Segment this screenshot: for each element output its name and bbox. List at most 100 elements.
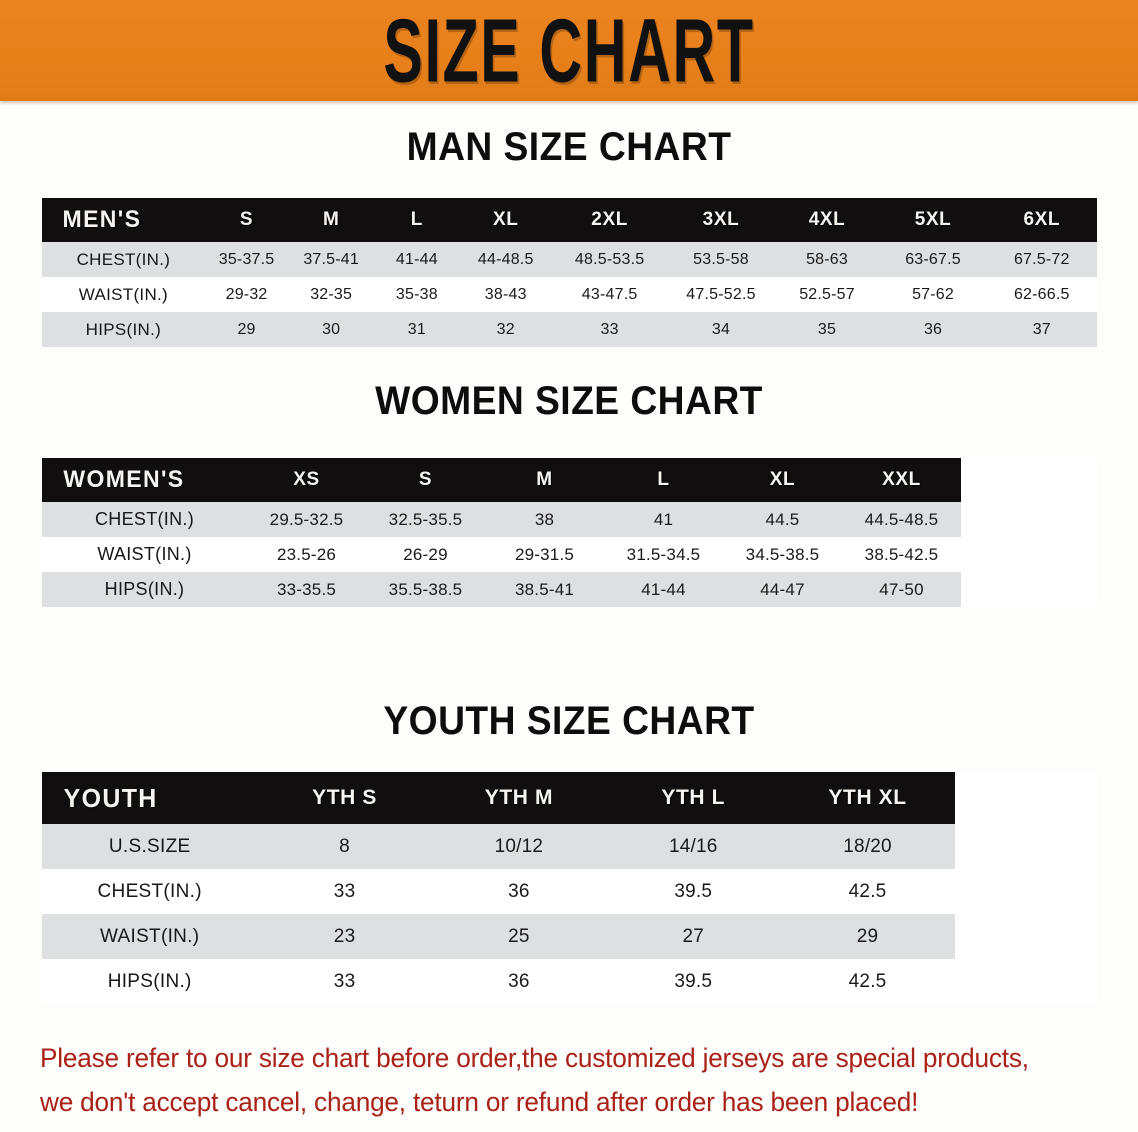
cell-spacer bbox=[961, 572, 1097, 607]
cell: 33 bbox=[600, 320, 619, 338]
youth-size-table: YOUTH YTH S YTH M YTH L YTH XL U.S.SIZE … bbox=[42, 772, 1097, 1004]
cell: 23.5-26 bbox=[276, 544, 337, 564]
cell: 25 bbox=[508, 925, 530, 947]
row-label-chest: CHEST(IN.) bbox=[97, 880, 202, 902]
column-header-3xl: 3XL bbox=[702, 209, 740, 230]
table-row: CHEST(IN.) 29.5-32.5 32.5-35.5 38 41 44.… bbox=[42, 502, 1097, 537]
row-label-chest: CHEST(IN.) bbox=[76, 249, 171, 269]
cell: 36 bbox=[508, 880, 530, 902]
cell: 29 bbox=[237, 320, 256, 338]
cell: 31.5-34.5 bbox=[626, 544, 701, 564]
cell: 67.5-72 bbox=[1013, 250, 1070, 268]
cell: 29 bbox=[856, 925, 879, 947]
column-header-m: M bbox=[322, 209, 340, 230]
column-header-yth-l: YTH L bbox=[661, 786, 726, 809]
table-header-row: WOMEN'S XS S M L XL XXL bbox=[42, 458, 1097, 502]
column-header-xl: XL bbox=[492, 209, 519, 230]
row-label-hips: HIPS(IN.) bbox=[107, 970, 192, 992]
column-header-s: S bbox=[418, 469, 433, 490]
cell: 35-37.5 bbox=[218, 250, 275, 268]
column-header-5xl: 5XL bbox=[914, 209, 952, 230]
cell: 47-50 bbox=[879, 579, 924, 599]
cell: 37 bbox=[1032, 320, 1051, 338]
cell: 29-32 bbox=[225, 285, 268, 303]
cell: 39.5 bbox=[674, 970, 713, 992]
cell: 8 bbox=[339, 835, 350, 857]
cell: 33-35.5 bbox=[276, 579, 337, 599]
table-row: CHEST(IN.) 35-37.5 37.5-41 41-44 44-48.5… bbox=[42, 242, 1097, 277]
column-header-xxl: XXL bbox=[882, 469, 921, 490]
column-header-l: L bbox=[410, 209, 423, 230]
table-row: HIPS(IN.) 29 30 31 32 33 34 35 36 37 bbox=[42, 312, 1097, 347]
column-header-xs: XS bbox=[293, 469, 320, 490]
column-header-2xl: 2XL bbox=[591, 209, 628, 230]
cell: 41 bbox=[653, 509, 674, 529]
column-header-6xl: 6XL bbox=[1023, 209, 1061, 230]
column-header-l: L bbox=[657, 469, 670, 490]
cell: 35 bbox=[817, 320, 837, 338]
column-header-s: S bbox=[239, 209, 254, 230]
cell: 38 bbox=[534, 509, 555, 529]
section-title-women: WOMEN SIZE CHART bbox=[375, 379, 763, 423]
cell: 63-67.5 bbox=[905, 250, 961, 268]
cell: 29-31.5 bbox=[514, 544, 575, 564]
cell: 38.5-41 bbox=[514, 579, 575, 599]
cell: 53.5-58 bbox=[693, 250, 749, 268]
cell-spacer bbox=[961, 502, 1097, 537]
cell: 44.5-48.5 bbox=[864, 509, 939, 529]
column-header-xl: XL bbox=[769, 469, 796, 490]
page-title: SIZE CHART bbox=[383, 0, 755, 101]
column-header-yth-m: YTH M bbox=[484, 786, 554, 809]
cell: 36 bbox=[923, 320, 943, 338]
row-label-waist: WAIST(IN.) bbox=[100, 925, 200, 947]
cell: 35.5-38.5 bbox=[388, 579, 463, 599]
disclaimer-line-2: we don't accept cancel, change, teturn o… bbox=[40, 1087, 919, 1117]
cell-spacer bbox=[954, 914, 1097, 959]
column-header-yth-s: YTH S bbox=[312, 786, 377, 809]
disclaimer-line-1: Please refer to our size chart before or… bbox=[40, 1043, 1029, 1073]
women-corner-label: WOMEN'S bbox=[63, 466, 185, 493]
row-label-waist: WAIST(IN.) bbox=[78, 284, 169, 304]
table-header-row: YOUTH YTH S YTH M YTH L YTH XL bbox=[42, 772, 1097, 824]
men-corner-label: MEN'S bbox=[62, 206, 142, 233]
cell: 62-66.5 bbox=[1013, 285, 1070, 303]
cell: 41-44 bbox=[395, 250, 438, 268]
cell: 30 bbox=[322, 320, 341, 338]
cell: 18/20 bbox=[843, 835, 892, 857]
header-spacer bbox=[961, 458, 1097, 502]
cell: 33 bbox=[333, 880, 356, 902]
row-label-chest: CHEST(IN.) bbox=[95, 509, 194, 529]
cell-spacer bbox=[961, 537, 1097, 572]
cell: 42.5 bbox=[848, 880, 887, 902]
cell-spacer bbox=[954, 869, 1097, 914]
section-title-man: MAN SIZE CHART bbox=[406, 125, 732, 169]
section-title-youth: YOUTH SIZE CHART bbox=[383, 699, 755, 743]
page-banner: SIZE CHART bbox=[0, 0, 1138, 101]
cell: 35-38 bbox=[395, 285, 438, 303]
cell: 26-29 bbox=[403, 544, 448, 564]
cell: 42.5 bbox=[848, 970, 887, 992]
cell: 48.5-53.5 bbox=[574, 250, 645, 268]
cell: 58-63 bbox=[806, 250, 848, 268]
cell: 34.5-38.5 bbox=[745, 544, 820, 564]
table-row: WAIST(IN.) 29-32 32-35 35-38 38-43 43-47… bbox=[42, 277, 1097, 312]
table-row: HIPS(IN.) 33-35.5 35.5-38.5 38.5-41 41-4… bbox=[42, 572, 1097, 607]
cell: 34 bbox=[711, 320, 731, 338]
cell: 32-35 bbox=[310, 285, 353, 303]
table-row: U.S.SIZE 8 10/12 14/16 18/20 bbox=[42, 824, 1097, 869]
table-row: CHEST(IN.) 33 36 39.5 42.5 bbox=[42, 869, 1097, 914]
cell: 44.5 bbox=[765, 509, 800, 529]
cell: 23 bbox=[333, 925, 356, 947]
cell: 43-47.5 bbox=[581, 285, 638, 303]
column-header-4xl: 4XL bbox=[808, 209, 846, 230]
table-header-row: MEN'S S M L XL 2XL 3XL 4XL 5XL 6XL bbox=[42, 198, 1097, 242]
cell: 14/16 bbox=[668, 835, 718, 857]
column-header-yth-xl: YTH XL bbox=[828, 786, 907, 809]
cell: 44-47 bbox=[760, 579, 805, 599]
cell: 57-62 bbox=[912, 285, 954, 303]
cell: 31 bbox=[407, 320, 426, 338]
cell: 32 bbox=[496, 320, 515, 338]
disclaimer-text: Please refer to our size chart before or… bbox=[40, 1036, 1068, 1124]
cell: 41-44 bbox=[641, 579, 686, 599]
